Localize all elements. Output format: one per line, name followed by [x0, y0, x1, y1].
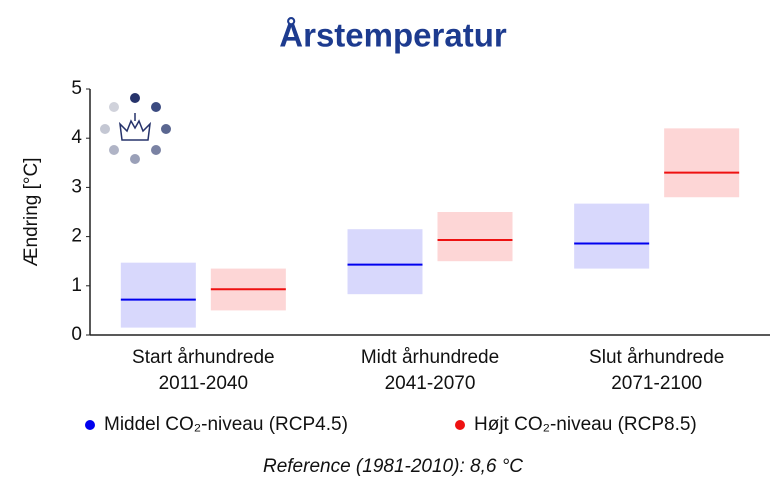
range-box — [574, 203, 650, 269]
x-tick-label: Midt århundrede — [361, 347, 499, 368]
x-tick-label: 2011-2040 — [159, 373, 248, 394]
y-tick-label: 1 — [71, 275, 82, 296]
legend-marker — [455, 420, 465, 430]
legend-item: Middel CO₂-niveau (RCP4.5) — [85, 414, 348, 435]
range-box — [664, 128, 740, 198]
legend-label: Højt CO₂-niveau (RCP8.5) — [474, 414, 697, 435]
reference-note: Reference (1981-2010): 8,6 °C — [263, 456, 523, 477]
legend-item: Højt CO₂-niveau (RCP8.5) — [455, 414, 697, 435]
legend-label: Middel CO₂-niveau (RCP4.5) — [104, 414, 348, 435]
y-axis-label: Ændring [°C] — [21, 158, 42, 267]
x-tick-label: 2041-2070 — [385, 373, 476, 394]
x-tick-label: Start århundrede — [132, 347, 275, 368]
y-tick-label: 4 — [71, 127, 82, 148]
chart-title: Årstemperatur — [279, 17, 507, 54]
legend-marker — [85, 420, 95, 430]
y-tick-label: 5 — [71, 78, 82, 99]
x-tick-label: Slut århundrede — [589, 347, 724, 368]
range-box — [347, 229, 423, 295]
x-tick-label: 2071-2100 — [611, 373, 702, 394]
y-tick-label: 2 — [71, 226, 82, 247]
range-box — [437, 212, 513, 262]
logo — [100, 93, 171, 164]
range-box — [120, 262, 196, 328]
y-tick-label: 3 — [71, 176, 82, 197]
y-tick-label: 0 — [71, 324, 82, 345]
